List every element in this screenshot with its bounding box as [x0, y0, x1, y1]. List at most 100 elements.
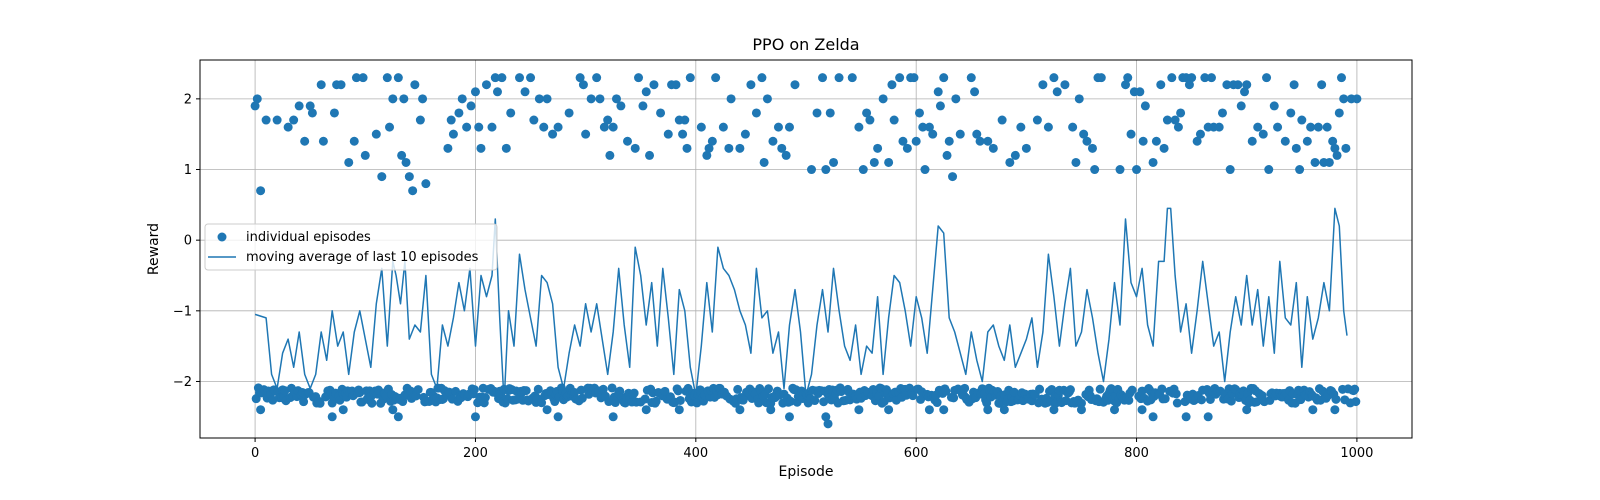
scatter-point [1203, 412, 1213, 422]
scatter-point [1082, 136, 1092, 146]
scatter-point [983, 405, 993, 415]
scatter-point [577, 393, 587, 403]
scatter-point [1330, 143, 1340, 153]
scatter-point [884, 405, 894, 415]
scatter-point [415, 115, 425, 125]
scatter-point [854, 405, 864, 415]
scatter-point [1035, 384, 1045, 394]
scatter-point [862, 108, 872, 118]
scatter-point [515, 73, 525, 83]
scatter-point [733, 384, 743, 394]
scatter-point [759, 157, 769, 167]
scatter-point [388, 405, 398, 415]
scatter-point [1005, 157, 1015, 167]
y-tick-label: 1 [184, 163, 192, 178]
scatter-point [786, 396, 796, 406]
scatter-point [1135, 87, 1145, 97]
scatter-point [1065, 385, 1075, 395]
scatter-point [902, 143, 912, 153]
scatter-point [1273, 122, 1283, 132]
scatter-point [1289, 80, 1299, 90]
scatter-point [305, 101, 315, 111]
scatter-point [895, 73, 905, 83]
scatter-point [1148, 157, 1158, 167]
scatter-point [1170, 115, 1180, 125]
scatter-point [762, 94, 772, 104]
scatter-point [1247, 136, 1257, 146]
scatter-point [1010, 150, 1020, 160]
scatter-point [887, 80, 897, 90]
scatter-point [1308, 405, 1318, 415]
scatter-point [645, 150, 655, 160]
scatter-point [548, 129, 558, 139]
scatter-point [960, 383, 970, 393]
scatter-point [1176, 108, 1186, 118]
scatter-point [520, 87, 530, 97]
scatter-point [533, 384, 543, 394]
scatter-point [629, 388, 639, 398]
scatter-point [821, 165, 831, 175]
scatter-point [790, 80, 800, 90]
scatter-point [413, 385, 423, 395]
scatter-point [810, 396, 820, 406]
scatter-point [1187, 73, 1197, 83]
scatter-point [1173, 122, 1183, 132]
scatter-point [1076, 398, 1086, 408]
x-tick-label: 200 [463, 446, 488, 461]
scatter-point [1317, 80, 1327, 90]
scatter-point [327, 398, 337, 408]
scatter-point [908, 391, 918, 401]
scatter-point [448, 129, 458, 139]
scatter-point [740, 129, 750, 139]
scatter-point [474, 122, 484, 132]
scatter-point [261, 115, 271, 125]
chart-title: PPO on Zelda [752, 35, 859, 54]
scatter-point [623, 136, 633, 146]
scatter-point [393, 412, 403, 422]
moving-average-line [254, 207, 1348, 404]
scatter-point [1341, 143, 1351, 153]
scatter-point [1240, 87, 1250, 97]
scatter-point [1137, 405, 1147, 415]
moving-average-series [254, 207, 1348, 404]
scatter-point [1280, 136, 1290, 146]
scatter-point [553, 122, 563, 132]
scatter-point [553, 412, 563, 422]
scatter-point [487, 122, 497, 132]
scatter-point [401, 157, 411, 167]
scatter-point [446, 115, 456, 125]
scatter-point [1302, 136, 1312, 146]
scatter-point [955, 129, 965, 139]
scatter-point [847, 73, 857, 83]
scatter-point [916, 394, 926, 404]
scatter-point [651, 396, 661, 406]
x-axis-label: Episode [779, 464, 834, 480]
x-tick-label: 600 [904, 446, 929, 461]
scatter-point [983, 136, 993, 146]
scatter-point [781, 150, 791, 160]
scatter-point [1049, 405, 1059, 415]
scatter-point [884, 157, 894, 167]
scatter-point [578, 80, 588, 90]
scatter-point [1264, 165, 1274, 175]
scatter-point [462, 122, 472, 132]
scatter-point [975, 136, 985, 146]
scatter-point [807, 165, 817, 175]
scatter-point [315, 398, 325, 408]
scatter-point [1148, 412, 1158, 422]
scatter-point [581, 129, 591, 139]
scatter-point [649, 80, 659, 90]
scatter-point [1151, 136, 1161, 146]
scatter-point [616, 101, 626, 111]
scatter-point [865, 115, 875, 125]
scatter-point [997, 115, 1007, 125]
scatter-point [469, 385, 479, 395]
scatter-point [726, 94, 736, 104]
scatter-point [949, 393, 959, 403]
plot-area-frame [199, 59, 1413, 439]
scatter-point [918, 122, 928, 132]
scatter-point [1167, 73, 1177, 83]
scatter-point [966, 73, 976, 83]
scatter-point [575, 73, 585, 83]
scatter-point [501, 143, 511, 153]
